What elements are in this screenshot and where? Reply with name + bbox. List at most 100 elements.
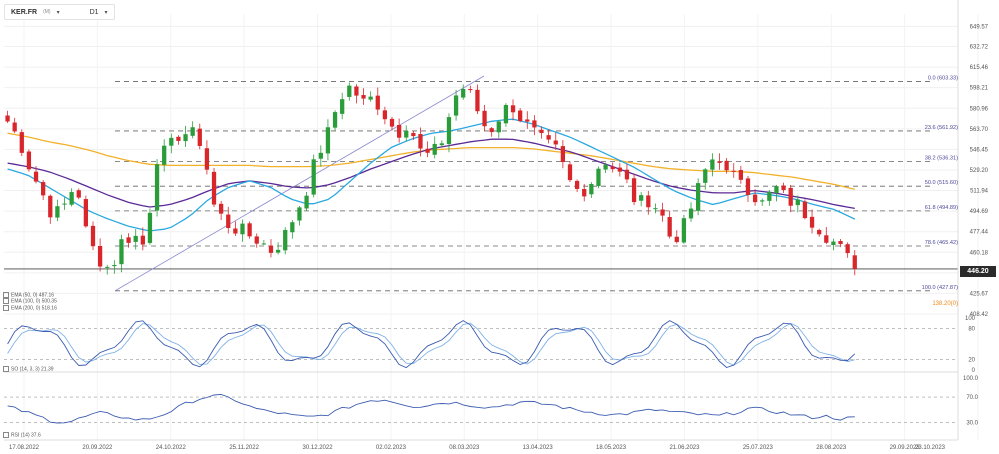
candle-body <box>496 121 501 133</box>
price-tick-label: 408.42 <box>970 312 989 318</box>
toggle-icon[interactable] <box>3 432 9 438</box>
fib-level-label: 61.8 (494.89) <box>925 205 958 211</box>
ema100-legend-entry[interactable]: EMA (100, 0) 500.35 <box>3 298 57 305</box>
candle-body <box>553 140 558 145</box>
candle-body <box>176 136 181 141</box>
candle-body <box>489 128 494 133</box>
candlesticks <box>5 82 857 276</box>
exchange-label: (M) <box>43 9 51 15</box>
candle-body <box>361 95 366 99</box>
candle-body <box>446 117 452 145</box>
candle-body <box>318 152 323 159</box>
candle-body <box>852 255 857 269</box>
date-tick-label: 20.09.2022 <box>82 445 113 451</box>
date-tick-label: 08.03.2023 <box>449 445 480 451</box>
candle-body <box>696 183 701 211</box>
candle-body <box>304 195 309 209</box>
candle-body <box>453 95 459 116</box>
candle-body <box>439 143 444 146</box>
candle-body <box>781 185 786 191</box>
candle-body <box>404 130 409 138</box>
candle-body <box>667 217 672 237</box>
candle-body <box>681 218 687 243</box>
candle-body <box>90 225 96 247</box>
stoch-tick-label: 0 <box>972 368 976 374</box>
candle-body <box>817 229 822 235</box>
rsi-line <box>7 393 855 424</box>
rsi-tick-label: 100.0 <box>963 376 979 382</box>
candle-body <box>646 195 651 208</box>
date-tick-label: 30.12.2022 <box>303 445 334 451</box>
candle-body <box>5 115 10 122</box>
date-tick-label: 17.08.2022 <box>9 445 40 451</box>
candle-body <box>425 148 430 153</box>
candle-body <box>62 203 67 205</box>
stochastic-legend[interactable]: SO (14, 3, 3) 21.39 <box>3 366 54 372</box>
candle-body <box>119 239 124 265</box>
candle-body <box>33 171 39 182</box>
time-axis[interactable]: 17.08.2022 20.09.2022 24.10.2022 25.11.2022… <box>4 439 958 451</box>
toggle-icon[interactable] <box>3 366 9 372</box>
candle-body <box>802 201 808 219</box>
toggle-icon[interactable] <box>3 298 9 305</box>
price-tick-label: 494.69 <box>970 209 989 215</box>
candle-body <box>226 214 231 228</box>
candle-body <box>788 187 793 206</box>
symbol-toolbar[interactable]: KER.FR (M) ▾ D1 ▾ <box>4 4 115 20</box>
candle-body <box>525 119 530 122</box>
symbol-label[interactable]: KER.FR <box>11 8 38 16</box>
candle-body <box>332 112 338 128</box>
symbol-dropdown-icon[interactable]: ▾ <box>56 9 60 16</box>
toggle-icon[interactable] <box>3 304 9 311</box>
candle-body <box>133 235 138 242</box>
candle-body <box>574 180 580 189</box>
interval-dropdown-icon[interactable]: ▾ <box>104 9 108 16</box>
interval-label[interactable]: D1 <box>89 8 99 16</box>
candle-body <box>97 246 103 267</box>
candle-body <box>838 241 843 245</box>
candle-body <box>261 243 266 245</box>
rsi-tick-label: 30.0 <box>966 420 978 426</box>
candle-body <box>169 137 174 146</box>
candle-body <box>290 222 295 233</box>
candle-body <box>162 145 167 165</box>
fib-extension-label: 138.20(0) <box>932 301 958 307</box>
ema50-legend-entry[interactable]: EMA (50, 0) 487.16 <box>3 292 57 298</box>
candle-body <box>688 208 694 219</box>
candle-body <box>48 195 53 218</box>
toggle-icon[interactable] <box>3 292 9 298</box>
candle-body <box>724 160 729 171</box>
candle-body <box>354 86 359 96</box>
candle-body <box>12 122 17 132</box>
rsi-legend[interactable]: RSI (14) 37.6 <box>3 432 41 438</box>
trendline-drawing[interactable] <box>114 75 485 292</box>
candle-body <box>631 178 637 203</box>
ema200-legend-entry[interactable]: EMA (200, 0) 518.16 <box>3 304 57 311</box>
date-tick-label: 02.02.2023 <box>376 445 407 451</box>
candle-body <box>831 241 836 246</box>
fib-level-label: 78.6 (465.42) <box>925 240 958 246</box>
candle-body <box>389 118 395 127</box>
candle-body <box>254 236 259 244</box>
rsi-pane: 100.0 70.0 30.0 <box>4 376 979 426</box>
current-price-tag: 446.20 <box>960 266 996 277</box>
candle-body <box>76 190 81 198</box>
candle-body <box>240 223 245 235</box>
candle-body <box>183 134 188 142</box>
candle-body <box>140 235 145 245</box>
trendline <box>114 75 485 292</box>
candle-body <box>233 228 238 234</box>
candle-body <box>375 95 380 110</box>
candle-body <box>55 206 60 218</box>
fib-level-label: 0.0 (603.33) <box>928 76 958 82</box>
date-tick-label: 24.10.2022 <box>156 445 187 451</box>
stoch-tick-label: 80 <box>968 326 975 332</box>
candle-body <box>546 135 551 140</box>
candle-body <box>219 203 224 214</box>
price-axis[interactable]: 649.57 632.72 615.46 598.21 580.96 563.70 546.… <box>957 0 989 440</box>
candle-body <box>560 146 566 163</box>
price-tick-label: 546.45 <box>970 147 989 153</box>
candle-body <box>311 159 316 195</box>
stoch-tick-label: 100 <box>965 316 976 322</box>
